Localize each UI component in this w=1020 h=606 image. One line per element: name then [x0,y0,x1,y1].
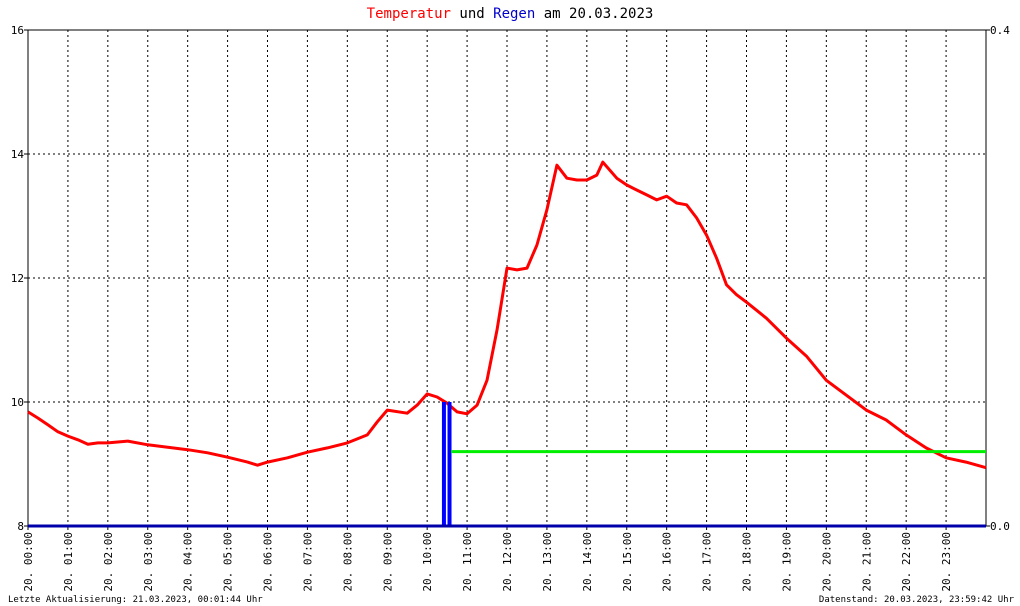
y-tick-label: 10 [11,396,24,409]
y-tick-label: 14 [11,148,25,161]
x-tick-label: 20. 06:00 [262,532,275,592]
title-part: Regen [493,6,535,22]
footer-right: Datenstand: 20.03.2023, 23:59:42 Uhr [819,595,1015,605]
x-tick-label: 20. 23:00 [940,532,953,592]
x-tick-label: 20. 10:00 [421,532,434,592]
x-tick-label: 20. 03:00 [142,532,155,592]
x-tick-label: 20. 12:00 [501,532,514,592]
x-tick-label: 20. 00:00 [22,532,35,592]
x-tick-label: 20. 21:00 [860,532,873,592]
x-tick-label: 20. 04:00 [182,532,195,592]
x-tick-label: 20. 18:00 [741,532,754,592]
y-tick-label: 16 [11,24,24,37]
data-line [27,160,987,470]
x-tick-label: 20. 13:00 [541,532,554,592]
y-tick-label: 12 [11,272,24,285]
x-tick-label: 20. 07:00 [301,532,314,592]
y2-tick-label: 0.4 [990,24,1010,37]
x-tick-label: 20. 02:00 [102,532,115,592]
y-tick-label: 8 [17,520,24,533]
x-tick-label: 20. 14:00 [581,532,594,592]
x-tick-label: 20. 19:00 [780,532,793,592]
x-tick-label: 20. 17:00 [701,532,714,592]
x-tick-label: 20. 01:00 [62,532,75,592]
x-tick-label: 20. 09:00 [381,532,394,592]
x-tick-label: 20. 20:00 [820,532,833,592]
footer-left: Letzte Aktualisierung: 21.03.2023, 00:01… [8,595,263,605]
x-tick-label: 20. 08:00 [341,532,354,592]
title-part: und [459,6,484,22]
title-part: Temperatur [367,6,451,22]
rain-bar [441,402,446,526]
rain-bar [447,402,452,526]
x-tick-label: 20. 22:00 [900,532,913,592]
x-tick-label: 20. 15:00 [621,532,634,592]
y2-tick-label: 0.0 [990,520,1010,533]
x-tick-label: 20. 05:00 [222,532,235,592]
title-part: am 20.03.2023 [544,6,654,22]
chart-title: Temperatur und Regen am 20.03.2023 [367,6,654,22]
x-tick-label: 20. 11:00 [461,532,474,592]
x-tick-label: 20. 16:00 [661,532,674,592]
